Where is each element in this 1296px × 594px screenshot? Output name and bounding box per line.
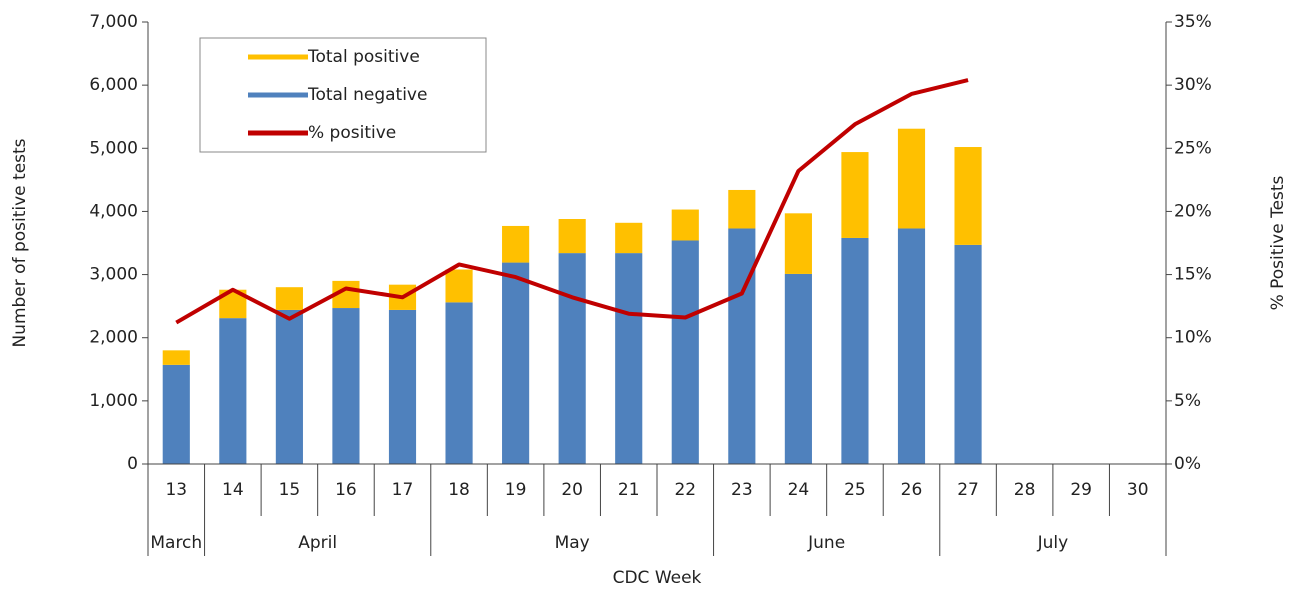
y2-tick-label: 10% bbox=[1174, 328, 1212, 348]
x-tick-label: 27 bbox=[957, 480, 979, 500]
bar bbox=[784, 213, 812, 274]
x-tick-label: 17 bbox=[392, 480, 414, 500]
bar bbox=[671, 240, 699, 464]
bar bbox=[219, 318, 247, 464]
bar bbox=[162, 350, 190, 365]
x-tick-label: 26 bbox=[901, 480, 923, 500]
x-tick-label: 22 bbox=[674, 480, 696, 500]
bar bbox=[445, 302, 473, 464]
y-tick-label: 5,000 bbox=[89, 138, 138, 158]
bar bbox=[388, 309, 417, 464]
bar bbox=[445, 269, 473, 303]
group-label: May bbox=[555, 533, 590, 553]
bar bbox=[728, 189, 756, 229]
bar bbox=[615, 253, 643, 464]
x-tick-label: 16 bbox=[335, 480, 357, 500]
y-tick-label: 1,000 bbox=[89, 391, 138, 411]
x-axis-title: CDC Week bbox=[613, 568, 702, 588]
bar bbox=[954, 244, 982, 464]
bar bbox=[558, 253, 586, 464]
y2-tick-label: 20% bbox=[1174, 201, 1212, 221]
bar bbox=[728, 228, 756, 464]
y-tick-label: 3,000 bbox=[89, 265, 138, 285]
bar bbox=[275, 309, 303, 464]
bar bbox=[897, 228, 926, 464]
group-label: June bbox=[807, 533, 845, 553]
bar bbox=[332, 308, 360, 464]
y2-tick-label: 25% bbox=[1174, 138, 1212, 158]
bar bbox=[162, 364, 190, 464]
y-tick-label: 6,000 bbox=[89, 75, 138, 95]
y-axis-title: Number of positive tests bbox=[10, 138, 30, 347]
y2-tick-label: 30% bbox=[1174, 75, 1212, 95]
y2-tick-label: 15% bbox=[1174, 265, 1212, 285]
legend-label: % positive bbox=[308, 123, 396, 143]
bar bbox=[615, 222, 643, 254]
bar bbox=[841, 152, 869, 238]
y2-tick-label: 35% bbox=[1174, 12, 1212, 32]
x-tick-label: 29 bbox=[1070, 480, 1092, 500]
bar bbox=[502, 225, 530, 263]
y-tick-label: 4,000 bbox=[89, 201, 138, 221]
bar bbox=[502, 262, 530, 464]
x-tick-label: 25 bbox=[844, 480, 866, 500]
bar bbox=[841, 237, 869, 464]
y2-tick-label: 5% bbox=[1174, 391, 1201, 411]
y2-axis-title: % Positive Tests bbox=[1268, 175, 1288, 310]
group-label: March bbox=[150, 533, 202, 553]
x-tick-label: 19 bbox=[505, 480, 527, 500]
x-tick-label: 30 bbox=[1127, 480, 1149, 500]
line bbox=[175, 78, 969, 325]
bar bbox=[897, 128, 926, 229]
x-tick-label: 18 bbox=[448, 480, 470, 500]
y2-tick-label: 0% bbox=[1174, 454, 1201, 474]
legend-label: Total positive bbox=[307, 47, 420, 67]
group-label: July bbox=[1037, 533, 1069, 553]
x-tick-label: 20 bbox=[561, 480, 583, 500]
x-tick-label: 23 bbox=[731, 480, 753, 500]
x-tick-label: 24 bbox=[788, 480, 810, 500]
y-tick-label: 7,000 bbox=[89, 12, 138, 32]
y-tick-label: 0 bbox=[127, 454, 138, 474]
bar bbox=[558, 219, 586, 254]
bar bbox=[784, 273, 812, 464]
legend-box bbox=[199, 37, 487, 153]
legend-label: Total negative bbox=[307, 85, 427, 105]
x-tick-label: 15 bbox=[279, 480, 301, 500]
group-label: April bbox=[298, 533, 337, 553]
x-tick-label: 21 bbox=[618, 480, 640, 500]
bar bbox=[671, 209, 699, 241]
x-tick-label: 14 bbox=[222, 480, 244, 500]
bar bbox=[275, 287, 303, 310]
y-tick-label: 2,000 bbox=[89, 328, 138, 348]
bar bbox=[954, 147, 982, 245]
x-tick-label: 28 bbox=[1014, 480, 1036, 500]
x-tick-label: 13 bbox=[165, 480, 187, 500]
